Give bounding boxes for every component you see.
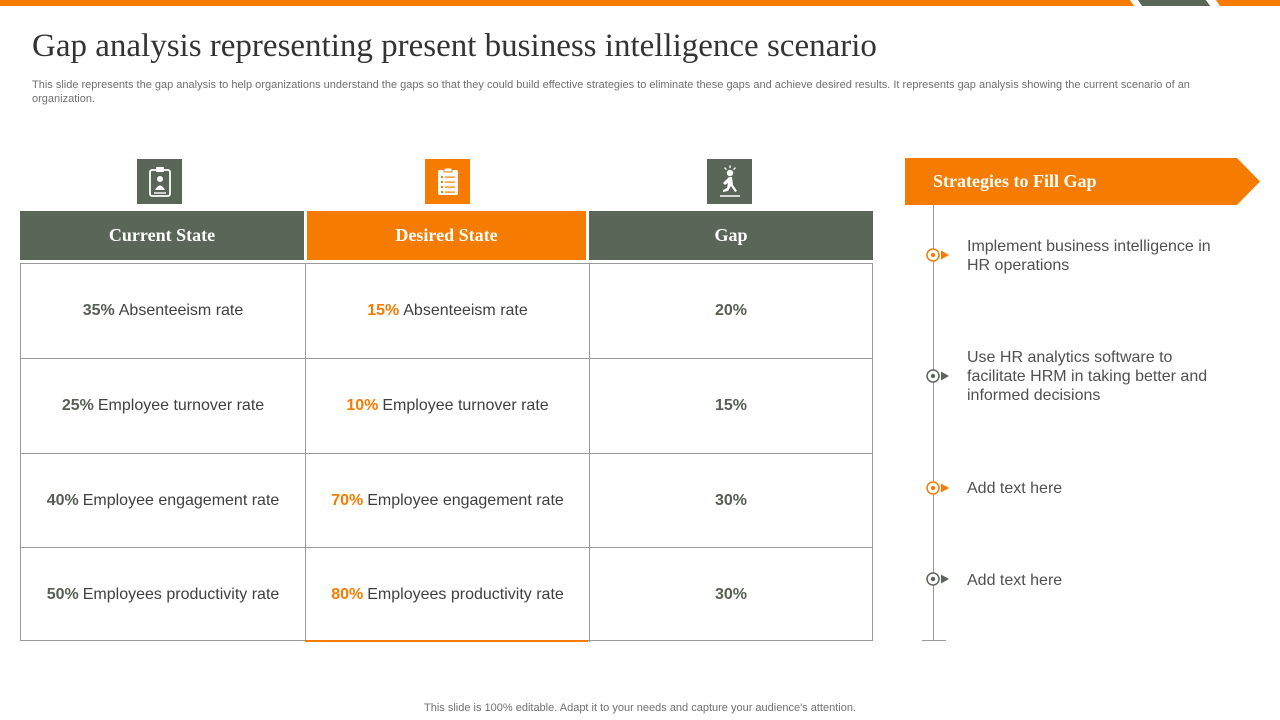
- strategy-item: Add text here: [967, 480, 1063, 497]
- row-divider: [21, 453, 872, 454]
- page-subtitle: This slide represents the gap analysis t…: [32, 79, 1190, 105]
- desired-state-cell: 15% Absenteeism rate: [306, 264, 590, 358]
- table-row: 25% Employee turnover rate 10% Employee tu…: [21, 359, 872, 453]
- gap-cell: 15%: [714, 397, 748, 414]
- row-divider: [21, 547, 872, 548]
- row-divider: [21, 358, 872, 359]
- current-label: Employee turnover rate: [97, 397, 265, 414]
- strategies-header-banner: [905, 158, 1260, 205]
- gap-cell: 20%: [714, 302, 748, 319]
- desired-state-cell: 70% Employee engagement rate: [306, 454, 590, 548]
- current-value: 25%: [61, 397, 94, 414]
- header-current-state: Current State: [20, 211, 304, 260]
- header-desired-state: Desired State: [307, 211, 586, 260]
- top-bar-gray-segment: [1137, 0, 1215, 6]
- desired-state-cell: 10% Employee turnover rate: [306, 359, 590, 453]
- desired-value: 80%: [331, 586, 364, 603]
- desired-label: Employee engagement rate: [367, 492, 564, 509]
- strategy-item: Use HR analytics software to facilitate …: [967, 349, 1208, 404]
- strategies-title: Strategies to Fill Gap: [933, 171, 1097, 191]
- strategy-item: Add text here: [967, 572, 1063, 589]
- page-title: Gap analysis representing present busine…: [32, 28, 877, 64]
- clipboard-person-icon: [137, 159, 182, 204]
- strategies-header: Strategies to Fill Gap: [905, 158, 1260, 205]
- desired-label: Employee turnover rate: [382, 397, 549, 414]
- desired-value: 10%: [346, 397, 379, 414]
- top-accent-bar: [0, 0, 1280, 6]
- current-label: Employee engagement rate: [82, 492, 280, 509]
- current-state-cell: 25% Employee turnover rate: [21, 359, 306, 453]
- timeline-marker-icon: [925, 571, 951, 587]
- header-gap: Gap: [589, 211, 873, 260]
- timeline-line: [933, 205, 934, 641]
- table-row: 35% Absenteeism rate 15% Absenteeism rate …: [21, 264, 872, 358]
- current-value: 50%: [46, 586, 79, 603]
- current-state-cell: 50% Employees productivity rate: [21, 548, 306, 642]
- timeline-marker-icon: [925, 480, 951, 496]
- current-state-cell: 35% Absenteeism rate: [21, 264, 306, 358]
- current-value: 35%: [82, 302, 115, 319]
- gap-table: 35% Absenteeism rate 15% Absenteeism rate …: [20, 263, 873, 642]
- current-label: Employees productivity rate: [82, 586, 280, 603]
- timeline-foot: [922, 640, 946, 641]
- timeline-marker-icon: [925, 368, 951, 384]
- footer-note: This slide is 100% editable. Adapt it to…: [424, 702, 856, 714]
- strategy-item: Implement business intelligence in HR op…: [967, 238, 1211, 274]
- desired-state-cell: 80% Employees productivity rate: [306, 548, 590, 642]
- person-walking-icon: [707, 159, 752, 204]
- table-row: 40% Employee engagement rate 70% Employee …: [21, 454, 872, 548]
- current-label: Absenteeism rate: [118, 302, 244, 319]
- gap-cell: 30%: [714, 492, 748, 509]
- desired-label: Employees productivity rate: [367, 586, 564, 603]
- table-row: 50% Employees productivity rate 80% Employ…: [21, 548, 872, 642]
- timeline-marker-icon: [925, 247, 951, 263]
- current-value: 40%: [46, 492, 79, 509]
- desired-label: Absenteeism rate: [403, 302, 528, 319]
- gap-cell: 30%: [714, 586, 748, 603]
- desired-value: 70%: [331, 492, 364, 509]
- checklist-icon: [425, 159, 470, 204]
- desired-value: 15%: [367, 302, 400, 319]
- current-state-cell: 40% Employee engagement rate: [21, 454, 306, 548]
- desired-column-accent: [305, 640, 588, 642]
